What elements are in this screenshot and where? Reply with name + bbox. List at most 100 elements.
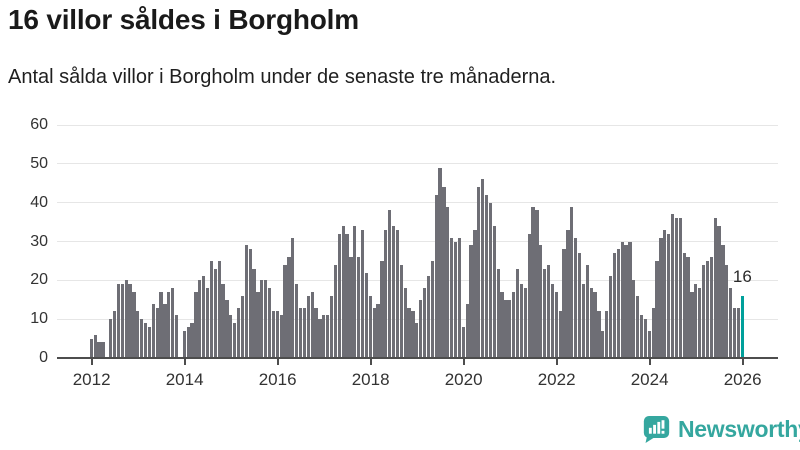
bar-2018-07 <box>391 225 396 358</box>
bar-2014-03 <box>190 323 194 358</box>
bar-2015-12 <box>271 311 276 358</box>
bar-2023-12 <box>643 319 648 358</box>
bar-2024-11 <box>686 257 690 358</box>
bar-2023-08 <box>628 241 632 358</box>
bar-2025-03 <box>701 264 706 358</box>
bar-2013-10 <box>171 288 175 358</box>
bar-2018-03 <box>376 303 380 358</box>
bar-2020-07 <box>484 194 489 358</box>
bar-2024-06 <box>667 233 671 358</box>
bar-2019-02 <box>419 299 423 358</box>
x-axis-label-2014: 2014 <box>165 370 204 389</box>
bar-2023-06 <box>620 241 624 358</box>
bar-2014-08 <box>209 260 214 358</box>
bar-2017-11 <box>360 229 365 358</box>
bar-2024-10 <box>682 253 686 358</box>
bar-2017-06 <box>341 225 345 358</box>
bar-2018-08 <box>395 229 400 358</box>
bar-2018-10 <box>403 288 407 358</box>
bar-2025-12 <box>736 307 741 358</box>
x-axis-label-2018: 2018 <box>351 370 390 389</box>
bar-2017-12 <box>364 272 369 358</box>
bar-2025-04 <box>705 260 710 358</box>
bar-2020-11 <box>500 291 504 358</box>
bar-2019-08 <box>442 187 446 358</box>
bar-2021-09 <box>539 245 543 358</box>
bar-2025-11 <box>732 307 737 358</box>
bar-2023-04 <box>612 253 617 358</box>
x-axis-label-2016: 2016 <box>258 370 297 389</box>
bar-2017-01 <box>322 315 326 358</box>
bar-2014-01 <box>182 330 186 358</box>
bar-2015-11 <box>267 288 272 358</box>
bar-2022-07 <box>577 253 582 358</box>
bar-2021-11 <box>546 264 551 358</box>
bar-2025-01 <box>694 284 698 358</box>
bar-2020-12 <box>504 299 508 358</box>
bar-2014-10 <box>217 260 221 358</box>
bar-2020-01 <box>461 326 465 358</box>
bar-2024-05 <box>663 229 667 358</box>
bar-2022-12 <box>597 311 601 358</box>
bar-2018-06 <box>388 210 392 358</box>
bar-2021-06 <box>527 233 531 358</box>
bar-2013-07 <box>159 291 163 358</box>
bar-2014-05 <box>198 280 202 358</box>
bar-2024-09 <box>678 218 682 358</box>
bar-2019-11 <box>453 241 458 358</box>
bar-2015-02 <box>233 323 237 358</box>
bar-2025-02 <box>698 288 702 358</box>
bar-2012-10 <box>124 280 128 358</box>
gridline-40 <box>57 202 778 204</box>
bar-2022-03 <box>562 249 566 358</box>
chart-subtitle: Antal sålda villor i Borgholm under de s… <box>8 66 557 88</box>
bar-2025-09 <box>725 264 729 358</box>
bar-2014-06 <box>202 276 206 358</box>
bar-2019-04 <box>426 276 431 358</box>
bar-2014-02 <box>186 326 190 358</box>
bar-2018-05 <box>384 229 388 358</box>
bar-2016-02 <box>279 315 283 358</box>
bar-2018-01 <box>368 295 372 358</box>
bar-2013-01 <box>136 311 140 358</box>
bar-2015-08 <box>256 291 260 358</box>
bar-2020-10 <box>496 268 500 358</box>
x-axis-tick-2020 <box>462 359 465 365</box>
x-axis-tick-2016 <box>276 359 279 365</box>
bar-2023-10 <box>636 295 640 358</box>
bar-2022-09 <box>585 264 589 358</box>
y-axis-label-30: 30 <box>30 232 48 250</box>
bar-2025-07 <box>717 225 721 358</box>
bar-2014-07 <box>205 288 210 358</box>
bar-2021-02 <box>512 291 516 358</box>
bar-2020-09 <box>492 225 496 358</box>
x-axis-label-2022: 2022 <box>537 370 576 389</box>
bar-2024-02 <box>651 307 655 358</box>
bar-2015-05 <box>244 245 248 358</box>
bar-2019-05 <box>430 260 434 358</box>
bar-2019-09 <box>446 206 450 358</box>
bar-2025-06 <box>713 218 717 358</box>
bar-2018-11 <box>407 307 411 358</box>
bar-2019-07 <box>438 167 442 358</box>
bar-2012-12 <box>132 291 136 358</box>
bar-2014-11 <box>221 284 225 358</box>
bar-2023-03 <box>608 276 613 358</box>
bar-2020-04 <box>473 229 477 358</box>
bar-2015-04 <box>240 295 245 358</box>
bar-2022-08 <box>581 284 586 358</box>
bar-2016-07 <box>298 307 303 358</box>
bar-2016-06 <box>295 284 299 358</box>
bar-2014-04 <box>194 291 198 358</box>
bar-2017-09 <box>353 225 357 358</box>
newsworthy-icon <box>643 416 670 443</box>
bar-2019-06 <box>434 194 438 358</box>
bar-2013-09 <box>167 291 171 358</box>
x-axis-label-2026: 2026 <box>723 370 762 389</box>
y-axis-label-60: 60 <box>30 116 48 133</box>
x-axis-tick-2026 <box>741 359 744 365</box>
bar-2019-01 <box>415 323 419 358</box>
x-axis-label-2024: 2024 <box>630 370 669 389</box>
x-axis-tick-2014 <box>183 359 186 365</box>
